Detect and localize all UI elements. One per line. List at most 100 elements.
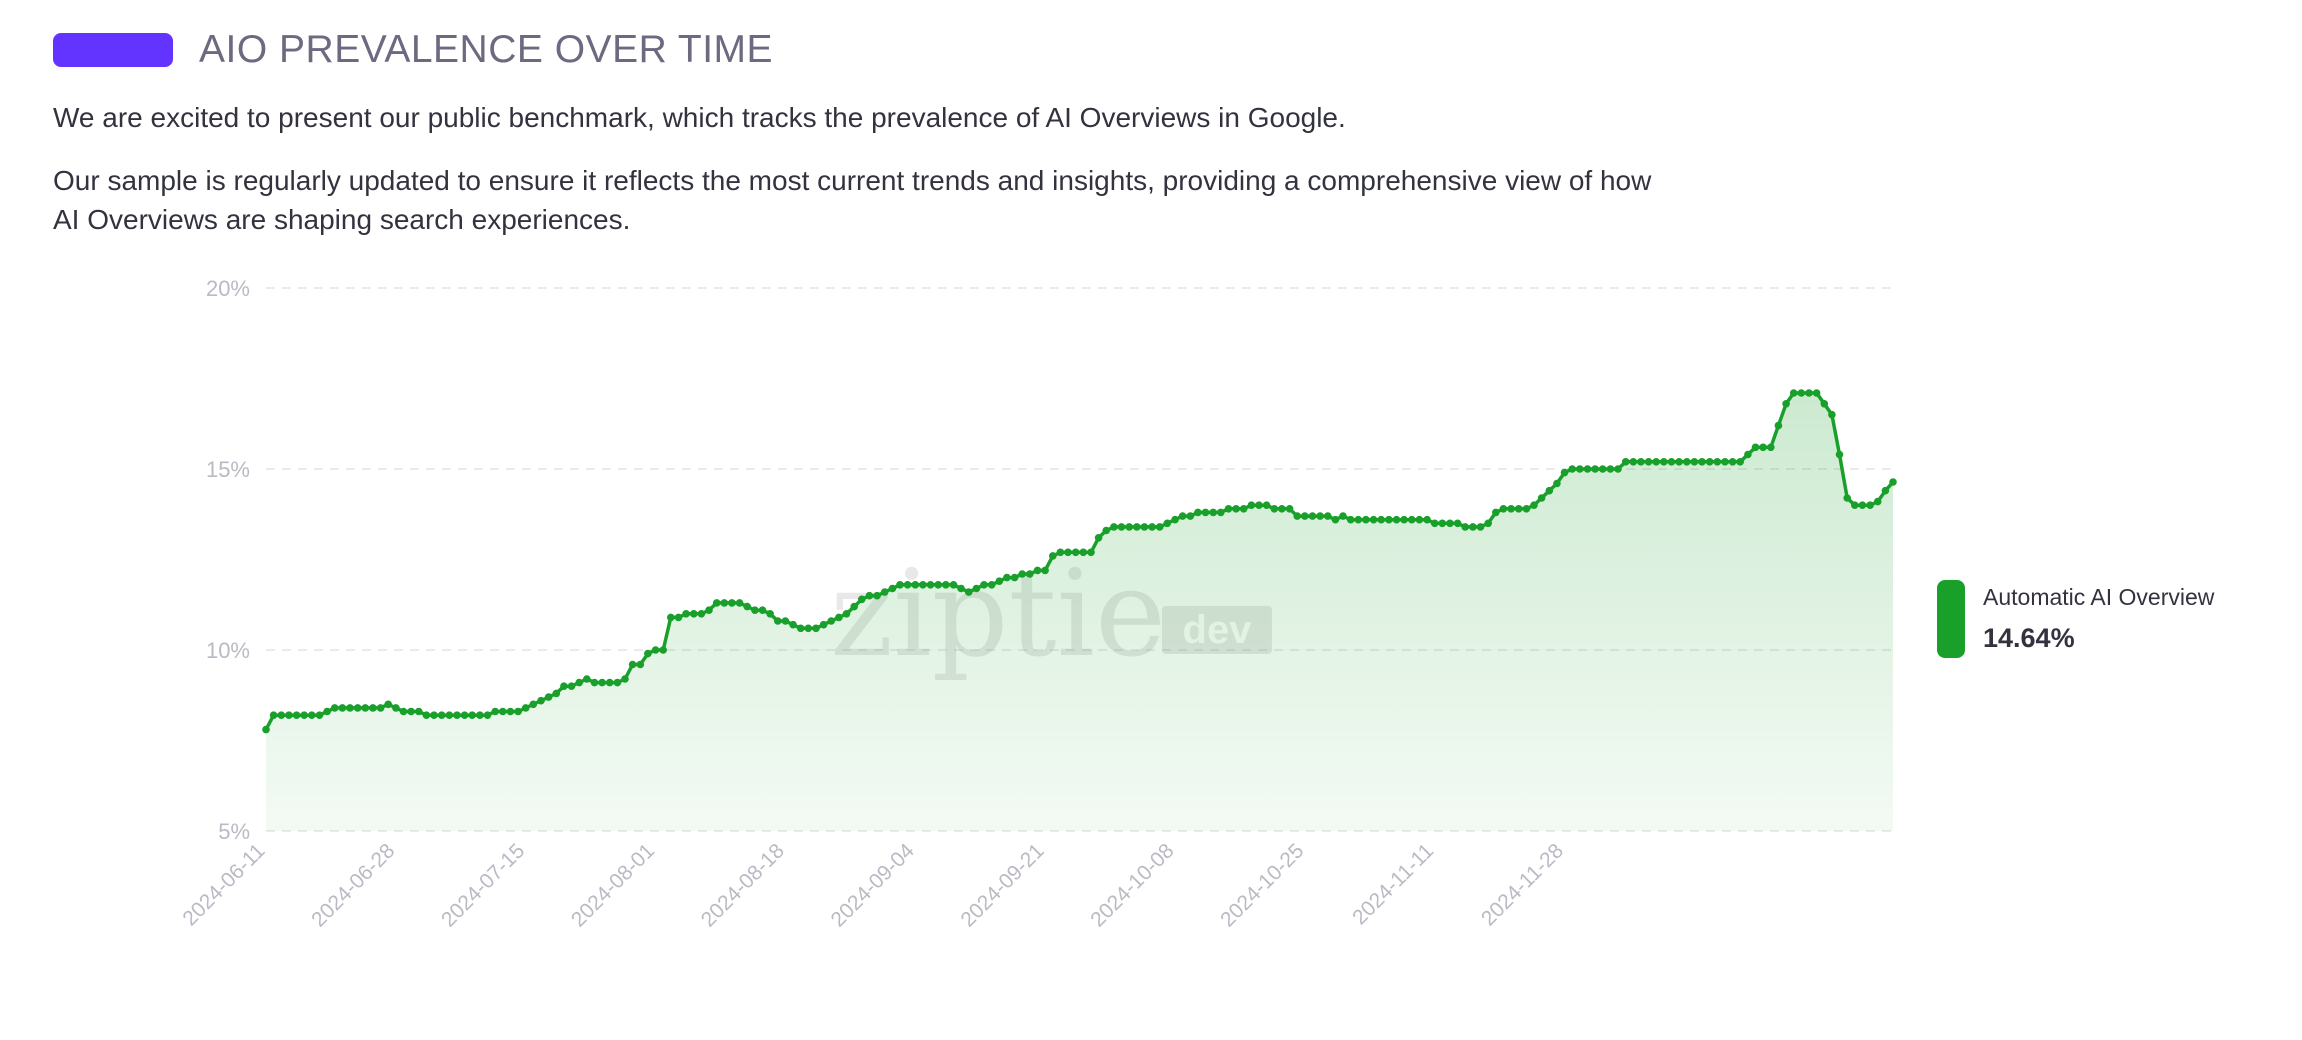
data-point: [437, 711, 446, 719]
data-point: [1194, 508, 1202, 517]
data-point: [1278, 505, 1286, 513]
data-point: [865, 591, 874, 600]
x-tick-label: 2024-06-11: [178, 839, 269, 930]
data-point: [369, 704, 377, 712]
series-line: [264, 391, 1895, 731]
data-point: [1660, 458, 1668, 466]
data-point: [835, 613, 843, 622]
data-point: [1805, 389, 1813, 397]
legend-latest-value: 14.64%: [1983, 623, 2075, 653]
y-tick-label: 20%: [206, 276, 250, 301]
data-point: [636, 660, 645, 669]
data-point: [491, 707, 500, 716]
data-point: [346, 704, 354, 712]
data-point: [1339, 512, 1347, 520]
data-point: [1774, 421, 1783, 430]
data-point: [1110, 523, 1118, 531]
data-point: [1423, 515, 1431, 524]
data-point: [903, 581, 912, 589]
data-point: [827, 617, 835, 625]
data-point: [583, 675, 591, 683]
data-point: [705, 606, 713, 614]
data-point: [1767, 443, 1775, 452]
data-point: [942, 581, 950, 589]
data-point: [1026, 570, 1034, 578]
data-point: [1163, 519, 1172, 528]
data-point: [1820, 400, 1829, 408]
data-points: [262, 389, 1897, 734]
data-point: [781, 617, 790, 625]
data-point: [1201, 508, 1210, 517]
data-point: [1522, 505, 1531, 513]
data-point: [873, 591, 881, 600]
intro-text: We are excited to present our public ben…: [53, 98, 1673, 263]
data-point: [1346, 515, 1355, 524]
x-tick-label: 2024-09-21: [956, 839, 1048, 931]
legend-series-name: Automatic AI Overview: [1983, 584, 2215, 610]
data-point: [1537, 494, 1546, 502]
data-point: [728, 599, 736, 607]
data-point: [514, 707, 522, 716]
data-point: [659, 646, 667, 654]
data-point: [1469, 523, 1477, 531]
intro-paragraph-2: Our sample is regularly updated to ensur…: [53, 165, 1652, 235]
data-point: [1652, 458, 1660, 466]
data-point: [1255, 501, 1263, 510]
x-tick-label: 2024-06-28: [307, 839, 399, 931]
data-point: [1232, 505, 1240, 513]
data-point: [1408, 515, 1416, 524]
data-point: [1644, 458, 1653, 466]
data-point: [842, 610, 851, 618]
data-point: [1797, 389, 1806, 397]
data-point: [1492, 508, 1500, 517]
data-point: [1499, 505, 1508, 513]
data-point: [1560, 468, 1569, 477]
data-point: [598, 678, 606, 687]
data-point: [880, 588, 889, 596]
data-point: [1812, 389, 1821, 397]
data-point: [1606, 465, 1615, 473]
data-point: [1621, 458, 1630, 466]
data-point: [888, 584, 897, 593]
data-point: [376, 704, 385, 712]
x-tick-label: 2024-11-11: [1348, 839, 1438, 929]
data-point: [353, 704, 362, 712]
data-point: [1056, 548, 1065, 557]
data-point: [1293, 512, 1301, 520]
data-point: [751, 606, 759, 614]
data-point: [1446, 519, 1454, 528]
x-tick-label: 2024-10-08: [1086, 839, 1178, 931]
data-point: [476, 711, 484, 719]
series-area: [266, 393, 1893, 831]
data-point: [445, 711, 454, 719]
data-point: [1873, 497, 1882, 506]
data-point: [980, 581, 988, 589]
data-point: [926, 581, 935, 589]
data-point: [1003, 573, 1011, 582]
data-point: [392, 704, 400, 712]
legend-swatch: [1937, 580, 1965, 658]
x-tick-label: 2024-08-18: [697, 839, 789, 931]
data-point: [1453, 519, 1462, 528]
data-point: [384, 700, 393, 709]
data-point: [460, 711, 469, 719]
data-point: [1033, 566, 1042, 575]
data-point: [605, 678, 614, 687]
data-point: [644, 649, 652, 658]
y-tick-label: 10%: [206, 638, 250, 663]
data-point: [1843, 494, 1851, 502]
accent-pill: [53, 33, 173, 67]
data-point: [575, 678, 583, 687]
data-point: [521, 704, 530, 712]
data-point: [1545, 486, 1554, 495]
data-point: [1148, 523, 1156, 531]
data-point: [621, 675, 629, 683]
data-point: [1598, 465, 1607, 473]
data-point: [1507, 505, 1515, 513]
data-point: [1476, 523, 1485, 531]
data-point: [1583, 465, 1592, 473]
data-point: [1789, 389, 1798, 397]
data-point: [1683, 458, 1691, 466]
data-point: [1759, 443, 1767, 452]
